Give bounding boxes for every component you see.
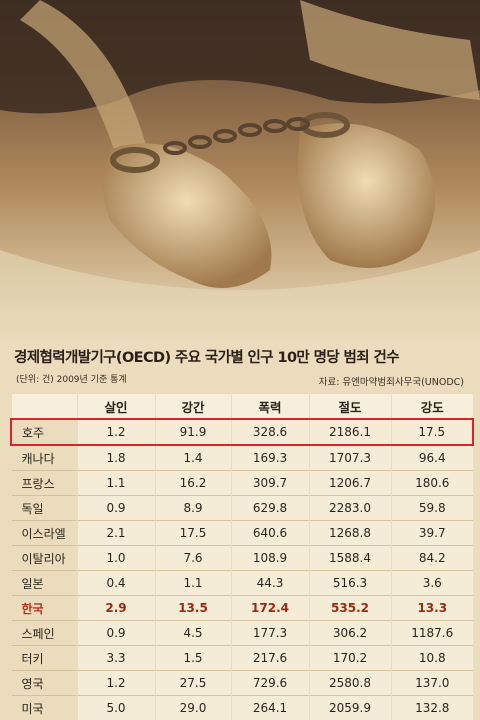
value-cell: 0.9 [77,496,155,521]
value-cell: 10.8 [391,646,473,671]
country-cell: 터키 [11,646,77,671]
column-header: 폭력 [231,394,309,419]
value-cell: 3.6 [391,571,473,596]
value-cell: 3.3 [77,646,155,671]
source-note: 자료: 유엔마약범죄사무국(UNODC) [319,374,464,388]
value-cell: 640.6 [231,521,309,546]
value-cell: 2.9 [77,596,155,621]
value-cell: 8.9 [155,496,231,521]
value-cell: 180.6 [391,471,473,496]
column-header: 절도 [309,394,391,419]
value-cell: 217.6 [231,646,309,671]
country-cell: 캐나다 [11,445,77,471]
value-cell: 172.4 [231,596,309,621]
column-header: 강간 [155,394,231,419]
value-cell: 137.0 [391,671,473,696]
value-cell: 169.3 [231,445,309,471]
value-cell: 0.9 [77,621,155,646]
value-cell: 1.8 [77,445,155,471]
value-cell: 13.3 [391,596,473,621]
value-cell: 17.5 [391,419,473,445]
value-cell: 108.9 [231,546,309,571]
value-cell: 2283.0 [309,496,391,521]
column-header: 살인 [77,394,155,419]
value-cell: 13.5 [155,596,231,621]
value-cell: 2580.8 [309,671,391,696]
value-cell: 535.2 [309,596,391,621]
value-cell: 177.3 [231,621,309,646]
value-cell: 1268.8 [309,521,391,546]
value-cell: 1707.3 [309,445,391,471]
value-cell: 2186.1 [309,419,391,445]
country-cell: 한국 [11,596,77,621]
value-cell: 516.3 [309,571,391,596]
value-cell: 29.0 [155,696,231,720]
country-cell: 이스라엘 [11,521,77,546]
value-cell: 170.2 [309,646,391,671]
value-cell: 2059.9 [309,696,391,720]
value-cell: 328.6 [231,419,309,445]
value-cell: 17.5 [155,521,231,546]
value-cell: 96.4 [391,445,473,471]
value-cell: 1206.7 [309,471,391,496]
value-cell: 1.2 [77,419,155,445]
value-cell: 44.3 [231,571,309,596]
value-cell: 1588.4 [309,546,391,571]
value-cell: 4.5 [155,621,231,646]
value-cell: 59.8 [391,496,473,521]
country-cell: 스페인 [11,621,77,646]
country-cell: 일본 [11,571,77,596]
column-header: 강도 [391,394,473,419]
country-cell: 호주 [11,419,77,445]
value-cell: 84.2 [391,546,473,571]
value-cell: 629.8 [231,496,309,521]
value-cell: 1.0 [77,546,155,571]
value-cell: 264.1 [231,696,309,720]
value-cell: 2.1 [77,521,155,546]
value-cell: 1.2 [77,671,155,696]
country-cell: 영국 [11,671,77,696]
value-cell: 27.5 [155,671,231,696]
value-cell: 1.1 [155,571,231,596]
value-cell: 16.2 [155,471,231,496]
country-cell: 미국 [11,696,77,720]
value-cell: 1.1 [77,471,155,496]
handcuff-illustration [0,0,480,340]
corner-cell [11,394,77,419]
value-cell: 91.9 [155,419,231,445]
value-cell: 729.6 [231,671,309,696]
country-cell: 이탈리아 [11,546,77,571]
value-cell: 7.6 [155,546,231,571]
unit-note: (단위: 건) 2009년 기준 통계 [16,372,127,385]
value-cell: 309.7 [231,471,309,496]
country-cell: 독일 [11,496,77,521]
value-cell: 1.5 [155,646,231,671]
value-cell: 1.4 [155,445,231,471]
value-cell: 39.7 [391,521,473,546]
value-cell: 132.8 [391,696,473,720]
title: 경제협력개발기구(OECD) 주요 국가별 인구 10만 명당 범죄 건수 [14,346,399,367]
value-cell: 0.4 [77,571,155,596]
value-cell: 1187.6 [391,621,473,646]
value-cell: 5.0 [77,696,155,720]
value-cell: 306.2 [309,621,391,646]
country-cell: 프랑스 [11,471,77,496]
